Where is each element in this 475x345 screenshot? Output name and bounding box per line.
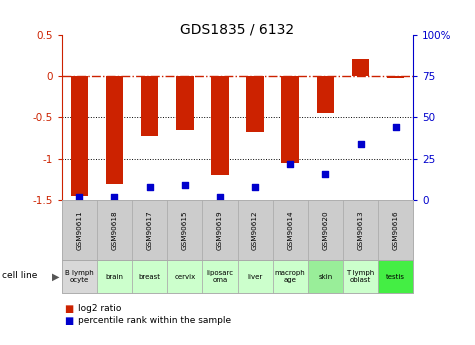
Text: ■: ■ [64, 316, 73, 326]
Text: liver: liver [247, 274, 263, 280]
Point [322, 171, 329, 176]
Bar [352, 59, 369, 76]
Text: breast: breast [139, 274, 161, 280]
Point [216, 194, 224, 199]
Text: GSM90614: GSM90614 [287, 210, 293, 250]
Text: GSM90616: GSM90616 [393, 210, 399, 250]
Text: ■: ■ [64, 304, 73, 314]
Text: cell line: cell line [2, 270, 38, 280]
Text: liposarc
oma: liposarc oma [206, 270, 234, 283]
Text: T lymph
oblast: T lymph oblast [346, 270, 375, 283]
Point [286, 161, 294, 166]
Point [111, 194, 118, 199]
Bar [105, 76, 124, 184]
Point [392, 125, 399, 130]
Text: GSM90613: GSM90613 [358, 210, 363, 250]
Bar [316, 76, 334, 113]
Text: B lymph
ocyte: B lymph ocyte [65, 270, 94, 283]
Text: GDS1835 / 6132: GDS1835 / 6132 [180, 22, 294, 37]
Text: log2 ratio: log2 ratio [78, 304, 122, 313]
Point [357, 141, 364, 147]
Bar [71, 76, 88, 196]
Text: testis: testis [386, 274, 405, 280]
Text: macroph
age: macroph age [275, 270, 305, 283]
Text: percentile rank within the sample: percentile rank within the sample [78, 316, 231, 325]
Text: GSM90612: GSM90612 [252, 210, 258, 250]
Point [251, 184, 259, 190]
Text: GSM90618: GSM90618 [112, 210, 117, 250]
Text: GSM90620: GSM90620 [323, 210, 328, 250]
Bar [141, 76, 158, 136]
Point [146, 184, 153, 190]
Bar [211, 76, 228, 175]
Text: GSM90619: GSM90619 [217, 210, 223, 250]
Bar [281, 76, 299, 163]
Text: cervix: cervix [174, 274, 195, 280]
Text: GSM90617: GSM90617 [147, 210, 152, 250]
Point [76, 194, 83, 199]
Bar [176, 76, 194, 130]
Text: brain: brain [105, 274, 124, 280]
Text: GSM90611: GSM90611 [76, 210, 82, 250]
Bar [387, 76, 404, 78]
Point [181, 183, 189, 188]
Bar [247, 76, 264, 132]
Text: skin: skin [318, 274, 332, 280]
Text: ▶: ▶ [52, 272, 60, 282]
Text: GSM90615: GSM90615 [182, 210, 188, 250]
